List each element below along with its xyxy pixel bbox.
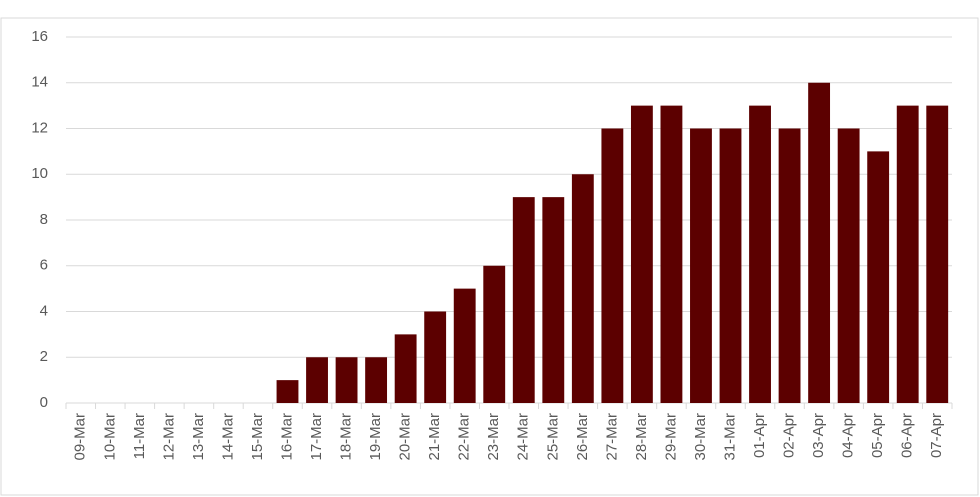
- bar: [630, 105, 653, 403]
- y-tick-label: 6: [40, 257, 48, 274]
- x-tick-label: 04-Apr: [840, 413, 857, 458]
- bar: [424, 311, 447, 403]
- bar: [660, 105, 683, 403]
- bar: [926, 105, 949, 403]
- x-tick-label: 18-Mar: [338, 413, 355, 461]
- bar: [867, 151, 890, 403]
- x-tick-label: 11-Mar: [131, 413, 148, 459]
- y-tick-label: 16: [31, 28, 48, 45]
- x-tick-label: 07-Apr: [928, 413, 945, 458]
- x-tick-label: 25-Mar: [544, 413, 561, 461]
- x-tick-label: 01-Apr: [751, 413, 768, 458]
- x-tick-label: 12-Mar: [160, 413, 177, 461]
- bar: [778, 128, 801, 403]
- y-tick-label: 8: [40, 211, 48, 228]
- x-tick-label: 06-Apr: [899, 413, 916, 458]
- x-tick-label: 23-Mar: [485, 413, 502, 461]
- bar: [276, 380, 299, 403]
- x-tick-label: 02-Apr: [781, 413, 798, 458]
- y-tick-label: 14: [31, 74, 48, 91]
- bar: [690, 128, 712, 403]
- x-tick-label: 19-Mar: [367, 413, 384, 461]
- bar: [896, 105, 919, 403]
- y-tick-label: 12: [31, 119, 48, 136]
- x-tick-label: 16-Mar: [278, 413, 295, 461]
- bar: [749, 105, 771, 403]
- x-tick-label: 09-Mar: [72, 413, 89, 461]
- bar: [512, 197, 535, 403]
- bar: [571, 174, 594, 403]
- bar: [365, 357, 388, 403]
- x-tick-label: 24-Mar: [515, 413, 532, 461]
- x-tick-label: 21-Mar: [426, 413, 443, 461]
- y-tick-label: 4: [40, 302, 48, 319]
- bar: [453, 288, 476, 403]
- x-tick-label: 28-Mar: [633, 413, 650, 461]
- bar: [837, 128, 860, 403]
- x-tick-label: 14-Mar: [219, 413, 236, 461]
- x-tick-label: 03-Apr: [810, 413, 827, 458]
- x-tick-label: 13-Mar: [190, 413, 207, 461]
- x-tick-label: 26-Mar: [574, 413, 591, 461]
- x-tick-label: 22-Mar: [456, 413, 473, 461]
- y-tick-label: 2: [40, 348, 48, 365]
- x-tick-label: 05-Apr: [869, 413, 886, 458]
- x-tick-label: 10-Mar: [101, 413, 118, 461]
- bar: [306, 357, 328, 403]
- bar: [808, 82, 831, 403]
- x-tick-label: 27-Mar: [603, 413, 620, 461]
- chart-frame: [0, 17, 979, 496]
- bar: [542, 197, 565, 403]
- bar: [601, 128, 624, 403]
- bar: [394, 334, 417, 403]
- bar: [335, 357, 358, 403]
- y-tick-label: 0: [40, 394, 48, 411]
- x-tick-label: 17-Mar: [308, 413, 325, 461]
- bar: [483, 265, 506, 403]
- x-tick-label: 30-Mar: [692, 413, 709, 461]
- x-tick-label: 15-Mar: [249, 413, 266, 461]
- bar: [719, 128, 742, 403]
- x-tick-label: 31-Mar: [721, 413, 738, 461]
- x-tick-label: 20-Mar: [397, 413, 414, 461]
- x-tick-label: 29-Mar: [662, 413, 679, 461]
- y-tick-label: 10: [31, 165, 48, 182]
